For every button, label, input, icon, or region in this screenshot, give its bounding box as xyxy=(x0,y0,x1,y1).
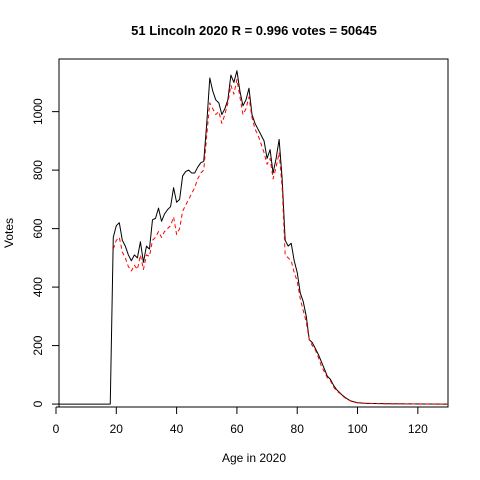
chart-title: 51 Lincoln 2020 R = 0.996 votes = 50645 xyxy=(131,23,377,38)
x-tick-label: 60 xyxy=(230,422,244,436)
x-axis: 0 20 40 60 80 100 120 xyxy=(53,406,428,436)
x-tick-label: 0 xyxy=(53,422,60,436)
x-axis-label: Age in 2020 xyxy=(222,451,286,465)
x-tick-label: 40 xyxy=(170,422,184,436)
x-tick-label: 120 xyxy=(408,422,428,436)
series-layer xyxy=(59,70,449,405)
y-tick-label: 0 xyxy=(31,400,45,407)
x-tick-label: 80 xyxy=(291,422,305,436)
x-tick-label: 20 xyxy=(110,422,124,436)
y-axis-label: Votes xyxy=(2,218,16,248)
y-tick-label: 1000 xyxy=(31,98,45,125)
series-line-1 xyxy=(59,70,449,405)
x-tick-label: 100 xyxy=(348,422,368,436)
y-tick-label: 600 xyxy=(31,218,45,238)
y-tick-label: 400 xyxy=(31,277,45,297)
y-tick-label: 200 xyxy=(31,335,45,355)
y-axis: 0 200 400 600 800 1000 xyxy=(31,98,60,407)
y-tick-label: 800 xyxy=(31,160,45,180)
